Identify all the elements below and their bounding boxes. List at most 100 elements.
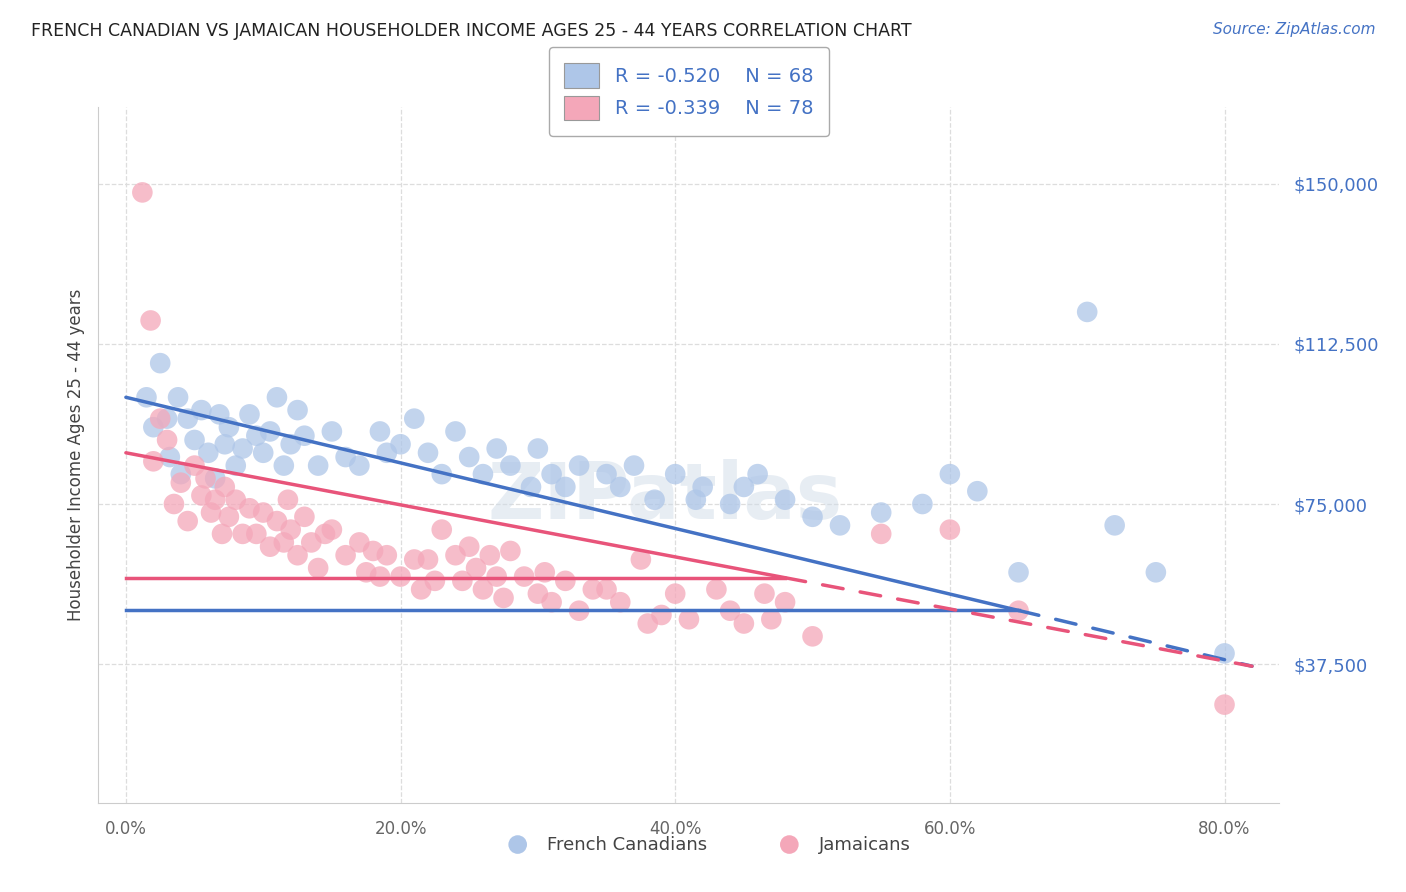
Point: [568, 458, 591, 473]
Point: [1007, 604, 1029, 618]
Point: [465, 561, 488, 575]
Point: [335, 450, 357, 464]
Point: [828, 518, 851, 533]
Point: [568, 604, 591, 618]
Point: [458, 540, 481, 554]
Point: [520, 480, 543, 494]
Point: [266, 390, 288, 404]
Point: [1144, 566, 1167, 580]
Point: [430, 523, 453, 537]
Point: [368, 425, 391, 439]
Point: [492, 591, 515, 605]
Point: [176, 514, 198, 528]
Point: [156, 433, 179, 447]
Point: [411, 582, 433, 597]
Point: [637, 616, 659, 631]
Point: [870, 506, 893, 520]
Point: [499, 544, 522, 558]
Point: [458, 450, 481, 464]
Point: [582, 582, 605, 597]
Point: [176, 411, 198, 425]
Point: [218, 509, 240, 524]
Point: [527, 587, 550, 601]
Point: [294, 509, 316, 524]
Point: [1007, 566, 1029, 580]
Point: [287, 403, 309, 417]
Point: [204, 492, 226, 507]
Point: [630, 552, 652, 566]
Point: [349, 458, 371, 473]
Point: [214, 480, 236, 494]
Point: [225, 492, 247, 507]
Point: [801, 509, 824, 524]
Point: [156, 411, 179, 425]
Point: [444, 548, 467, 562]
Point: [208, 408, 231, 422]
Point: [335, 548, 357, 562]
Point: [149, 356, 172, 370]
Text: Jamaicans: Jamaicans: [818, 836, 911, 854]
Point: [389, 569, 412, 583]
Point: [149, 411, 172, 425]
Point: [471, 467, 494, 482]
Point: [159, 450, 181, 464]
Point: [623, 458, 645, 473]
Point: [273, 535, 295, 549]
Point: [190, 488, 212, 502]
Point: [259, 425, 281, 439]
Point: [554, 574, 576, 588]
Point: [354, 566, 377, 580]
Point: [170, 475, 193, 490]
Point: [451, 574, 474, 588]
Point: [204, 471, 226, 485]
Point: [321, 425, 343, 439]
Point: [280, 437, 302, 451]
Point: [259, 540, 281, 554]
Text: French Canadians: French Canadians: [547, 836, 707, 854]
Text: 20.0%: 20.0%: [374, 820, 427, 838]
Point: [733, 480, 755, 494]
Point: [595, 467, 617, 482]
Point: [471, 582, 494, 597]
Point: [238, 501, 260, 516]
Point: [245, 428, 267, 442]
Point: [139, 313, 162, 327]
Point: [214, 437, 236, 451]
Point: [1076, 305, 1098, 319]
Point: [554, 480, 576, 494]
Point: [404, 411, 426, 425]
Point: [1104, 518, 1126, 533]
Point: [513, 569, 536, 583]
Point: [939, 523, 962, 537]
Point: [478, 548, 501, 562]
Point: [416, 552, 439, 566]
Legend: R = -0.520    N = 68, R = -0.339    N = 78: R = -0.520 N = 68, R = -0.339 N = 78: [548, 47, 830, 136]
Point: [685, 492, 707, 507]
Point: [416, 446, 439, 460]
Point: [664, 587, 686, 601]
Point: [299, 535, 322, 549]
Point: [197, 446, 219, 460]
Point: [485, 442, 508, 456]
Point: [706, 582, 728, 597]
Point: [183, 458, 205, 473]
Point: [692, 480, 714, 494]
Point: [314, 527, 336, 541]
Point: [375, 548, 398, 562]
Text: FRENCH CANADIAN VS JAMAICAN HOUSEHOLDER INCOME AGES 25 - 44 YEARS CORRELATION CH: FRENCH CANADIAN VS JAMAICAN HOUSEHOLDER …: [31, 22, 911, 40]
Point: [609, 480, 631, 494]
Text: 80.0%: 80.0%: [1198, 820, 1251, 838]
Point: [190, 403, 212, 417]
Point: [650, 607, 672, 622]
Point: [444, 425, 467, 439]
Point: [527, 442, 550, 456]
Text: 40.0%: 40.0%: [650, 820, 702, 838]
Point: [273, 458, 295, 473]
Point: [430, 467, 453, 482]
Point: [266, 514, 288, 528]
Point: [533, 566, 555, 580]
Point: [644, 492, 666, 507]
Point: [225, 458, 247, 473]
Point: [939, 467, 962, 482]
Point: [122, 817, 145, 831]
